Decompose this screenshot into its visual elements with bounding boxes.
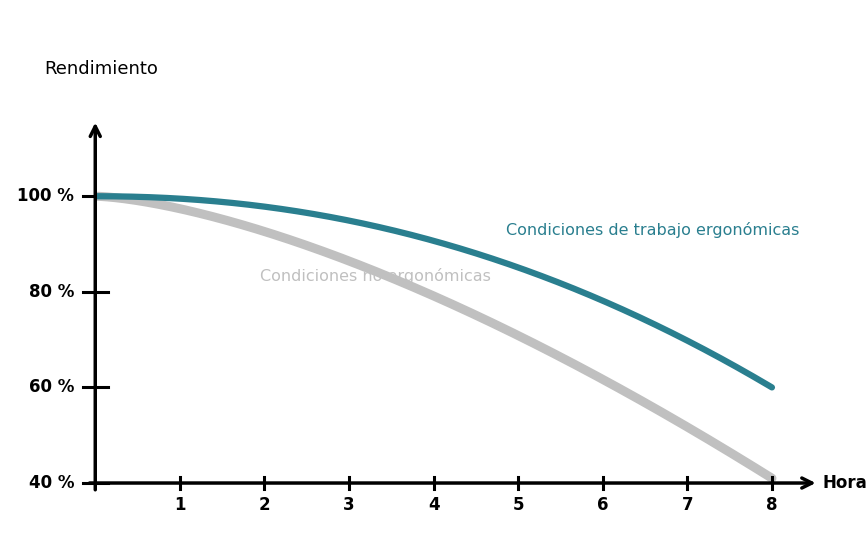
Text: Condiciones de trabajo ergonómicas: Condiciones de trabajo ergonómicas	[506, 223, 798, 239]
Text: 6: 6	[597, 496, 609, 514]
Text: 2: 2	[259, 496, 270, 514]
Text: 4: 4	[428, 496, 439, 514]
Text: Rendimiento durante la jornada de trabajo: Rendimiento durante la jornada de trabaj…	[148, 24, 718, 48]
Text: 1: 1	[174, 496, 185, 514]
Text: 60 %: 60 %	[29, 379, 74, 396]
Text: Horas: Horas	[823, 474, 866, 492]
Text: 8: 8	[766, 496, 778, 514]
Text: 100 %: 100 %	[17, 187, 74, 205]
Text: 7: 7	[682, 496, 693, 514]
Text: 5: 5	[513, 496, 524, 514]
Text: Condiciones no ergonómicas: Condiciones no ergonómicas	[260, 268, 491, 284]
Text: 80 %: 80 %	[29, 283, 74, 301]
Text: 40 %: 40 %	[29, 474, 74, 492]
Text: Rendimiento: Rendimiento	[44, 61, 158, 78]
Text: 3: 3	[343, 496, 355, 514]
